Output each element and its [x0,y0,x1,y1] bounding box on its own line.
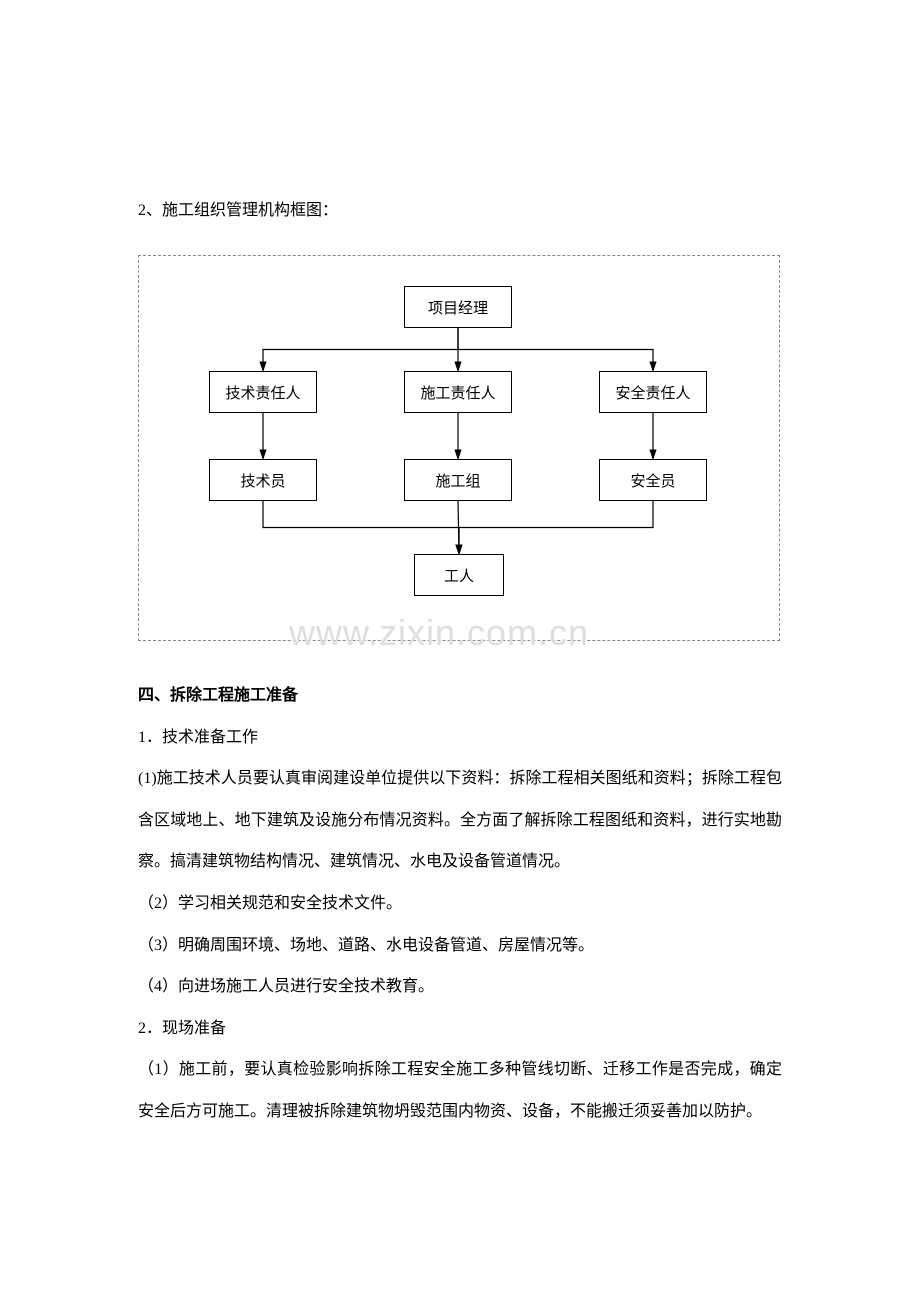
org-node-cons_r: 施工责任人 [404,371,512,413]
org-node-team: 施工组 [404,459,512,501]
org-node-safe_r: 安全责任人 [599,371,707,413]
para-6: 2．现场准备 [138,1008,782,1050]
org-node-tech_r: 技术责任人 [209,371,317,413]
para-4: （3）明确周围环境、场地、道路、水电设备管道、房屋情况等。 [138,925,782,967]
para-5: （4）向进场施工人员进行安全技术教育。 [138,966,782,1008]
para-3: （2）学习相关规范和安全技术文件。 [138,883,782,925]
para-1: 1．技术准备工作 [138,717,782,759]
org-node-pm: 项目经理 [404,286,512,328]
para-2: (1)施工技术人员要认真审阅建设单位提供以下资料：拆除工程相关图纸和资料；拆除工… [138,758,782,883]
para-7: （1）施工前，要认真检验影响拆除工程安全施工多种管线切断、迁移工作是否完成，确定… [138,1049,782,1132]
section-4-heading: 四、拆除工程施工准备 [138,675,782,717]
org-node-worker: 工人 [414,554,504,596]
watermark-text: www.zixin.com.cn [289,612,589,654]
org-node-tech: 技术员 [209,459,317,501]
org-node-safe: 安全员 [599,459,707,501]
section-2-label: 2、施工组织管理机构框图： [138,195,782,227]
org-chart-container: www.zixin.com.cn 项目经理技术责任人施工责任人安全责任人技术员施… [138,255,780,641]
